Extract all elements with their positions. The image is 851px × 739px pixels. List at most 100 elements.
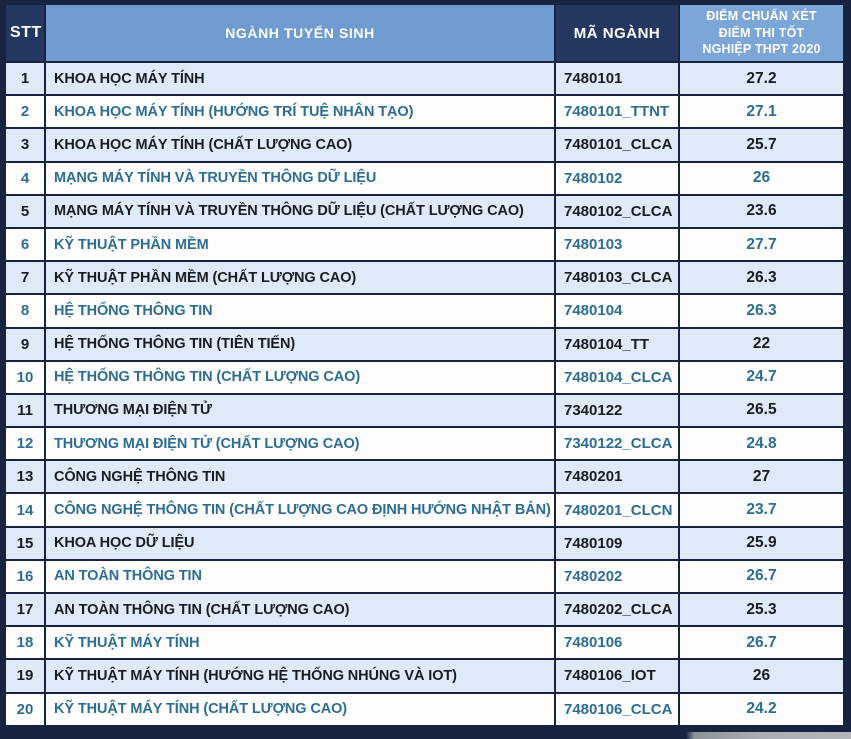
major-cell: CÔNG NGHỆ THÔNG TIN (44, 459, 556, 495)
major-cell: KỸ THUẬT MÁY TÍNH (44, 625, 556, 661)
code-cell: 7340122_CLCA (554, 426, 680, 462)
major-cell: KỸ THUẬT MÁY TÍNH (CHẤT LƯỢNG CAO) (44, 691, 556, 728)
table-row: 20 KỸ THUẬT MÁY TÍNH (CHẤT LƯỢNG CAO) 7480… (4, 691, 845, 728)
table: STT NGÀNH TUYỂN SINH MÃ NGÀNH ĐIỂM CHUẨN… (4, 3, 845, 728)
major-cell: MẠNG MÁY TÍNH VÀ TRUYỀN THÔNG DỮ LIỆU (C… (44, 193, 556, 229)
major-cell: HỆ THỐNG THÔNG TIN (44, 293, 556, 329)
photo-edge-artifact (0, 732, 851, 739)
major-cell: THƯƠNG MẠI ĐIỆN TỬ (44, 392, 556, 429)
stt-cell: 16 (4, 558, 46, 595)
score-cell: 23.7 (678, 492, 845, 528)
table-row: 11 THƯƠNG MẠI ĐIỆN TỬ 7340122 26.5 (4, 392, 845, 429)
code-cell: 7480104 (554, 293, 680, 329)
stt-cell: 17 (4, 591, 46, 628)
code-cell: 7340122 (554, 392, 680, 429)
code-cell: 7480106 (554, 625, 680, 661)
stt-cell: 18 (4, 625, 46, 661)
score-cell: 26 (678, 658, 845, 694)
stt-cell: 10 (4, 359, 46, 395)
score-cell: 22 (678, 326, 845, 362)
score-cell: 26.3 (678, 260, 845, 296)
score-cell: 27.7 (678, 226, 845, 263)
table-row: 3 KHOA HỌC MÁY TÍNH (CHẤT LƯỢNG CAO) 74801… (4, 127, 845, 163)
table-row: 2 KHOA HỌC MÁY TÍNH (HƯỚNG TRÍ TUỆ NHÂN T… (4, 94, 845, 130)
score-cell: 27.2 (678, 60, 845, 97)
stt-cell: 11 (4, 392, 46, 429)
table-row: 14 CÔNG NGHỆ THÔNG TIN (CHẤT LƯỢNG CAO ĐỊ… (4, 492, 845, 528)
stt-cell: 6 (4, 226, 46, 263)
major-cell: HỆ THỐNG THÔNG TIN (CHẤT LƯỢNG CAO) (44, 359, 556, 395)
table-row: 12 THƯƠNG MẠI ĐIỆN TỬ (CHẤT LƯỢNG CAO) 734… (4, 426, 845, 462)
stt-cell: 8 (4, 293, 46, 329)
table-row: 1 KHOA HỌC MÁY TÍNH 7480101 27.2 (4, 60, 845, 97)
table-header: STT NGÀNH TUYỂN SINH MÃ NGÀNH ĐIỂM CHUẨN… (4, 3, 845, 63)
major-cell: KỸ THUẬT PHẦN MỀM (CHẤT LƯỢNG CAO) (44, 260, 556, 296)
score-cell: 26.7 (678, 558, 845, 595)
code-cell: 7480109 (554, 525, 680, 561)
score-cell: 26 (678, 160, 845, 196)
code-cell: 7480201 (554, 459, 680, 495)
stt-cell: 1 (4, 60, 46, 97)
header-score: ĐIỂM CHUẨN XÉT ĐIỂM THI TỐT NGHIỆP THPT … (678, 3, 845, 63)
major-cell: THƯƠNG MẠI ĐIỆN TỬ (CHẤT LƯỢNG CAO) (44, 426, 556, 462)
stt-cell: 20 (4, 691, 46, 728)
code-cell: 7480101_TTNT (554, 94, 680, 130)
table-body: 1 KHOA HỌC MÁY TÍNH 7480101 27.2 2 KHOA HỌC M… (4, 60, 845, 728)
table-row: 6 KỸ THUẬT PHẦN MỀM 7480103 27.7 (4, 226, 845, 263)
table-row: 5 MẠNG MÁY TÍNH VÀ TRUYỀN THÔNG DỮ LIỆU (… (4, 193, 845, 229)
code-cell: 7480104_CLCA (554, 359, 680, 395)
stt-cell: 2 (4, 94, 46, 130)
code-cell: 7480106_CLCA (554, 691, 680, 728)
major-cell: HỆ THỐNG THÔNG TIN (TIÊN TIẾN) (44, 326, 556, 362)
header-code: MÃ NGÀNH (554, 3, 680, 63)
table-row: 16 AN TOÀN THÔNG TIN 7480202 26.7 (4, 558, 845, 595)
code-cell: 7480104_TT (554, 326, 680, 362)
major-cell: KỸ THUẬT MÁY TÍNH (HƯỚNG HỆ THỐNG NHÚNG … (44, 658, 556, 694)
code-cell: 7480101_CLCA (554, 127, 680, 163)
stt-cell: 4 (4, 160, 46, 196)
header-row: STT NGÀNH TUYỂN SINH MÃ NGÀNH ĐIỂM CHUẨN… (4, 3, 845, 63)
table-row: 15 KHOA HỌC DỮ LIỆU 7480109 25.9 (4, 525, 845, 561)
major-cell: MẠNG MÁY TÍNH VÀ TRUYỀN THÔNG DỮ LIỆU (44, 160, 556, 196)
score-cell: 24.2 (678, 691, 845, 728)
table-row: 13 CÔNG NGHỆ THÔNG TIN 7480201 27 (4, 459, 845, 495)
major-cell: KHOA HỌC MÁY TÍNH (CHẤT LƯỢNG CAO) (44, 127, 556, 163)
major-cell: KỸ THUẬT PHẦN MỀM (44, 226, 556, 263)
stt-cell: 3 (4, 127, 46, 163)
stt-cell: 14 (4, 492, 46, 528)
table-row: 4 MẠNG MÁY TÍNH VÀ TRUYỀN THÔNG DỮ LIỆU 74… (4, 160, 845, 196)
table-row: 10 HỆ THỐNG THÔNG TIN (CHẤT LƯỢNG CAO) 748… (4, 359, 845, 395)
major-cell: KHOA HỌC MÁY TÍNH (44, 60, 556, 97)
header-major: NGÀNH TUYỂN SINH (44, 3, 556, 63)
table-row: 8 HỆ THỐNG THÔNG TIN 7480104 26.3 (4, 293, 845, 329)
table-row: 17 AN TOÀN THÔNG TIN (CHẤT LƯỢNG CAO) 7480… (4, 591, 845, 628)
major-cell: KHOA HỌC DỮ LIỆU (44, 525, 556, 561)
score-cell: 26.3 (678, 293, 845, 329)
stt-cell: 7 (4, 260, 46, 296)
major-cell: CÔNG NGHỆ THÔNG TIN (CHẤT LƯỢNG CAO ĐỊNH… (44, 492, 556, 528)
score-cell: 27.1 (678, 94, 845, 130)
table-row: 19 KỸ THUẬT MÁY TÍNH (HƯỚNG HỆ THỐNG NHÚN… (4, 658, 845, 694)
code-cell: 7480202_CLCA (554, 591, 680, 628)
table-row: 9 HỆ THỐNG THÔNG TIN (TIÊN TIẾN) 7480104_T… (4, 326, 845, 362)
code-cell: 7480103_CLCA (554, 260, 680, 296)
code-cell: 7480201_CLCN (554, 492, 680, 528)
code-cell: 7480102 (554, 160, 680, 196)
major-cell: AN TOÀN THÔNG TIN (CHẤT LƯỢNG CAO) (44, 591, 556, 628)
score-cell: 26.5 (678, 392, 845, 429)
score-cell: 25.9 (678, 525, 845, 561)
code-cell: 7480106_IOT (554, 658, 680, 694)
stt-cell: 13 (4, 459, 46, 495)
score-cell: 23.6 (678, 193, 845, 229)
stt-cell: 5 (4, 193, 46, 229)
stt-cell: 19 (4, 658, 46, 694)
score-cell: 24.8 (678, 426, 845, 462)
stt-cell: 12 (4, 426, 46, 462)
code-cell: 7480202 (554, 558, 680, 595)
major-cell: KHOA HỌC MÁY TÍNH (HƯỚNG TRÍ TUỆ NHÂN TẠ… (44, 94, 556, 130)
major-cell: AN TOÀN THÔNG TIN (44, 558, 556, 595)
stt-cell: 9 (4, 326, 46, 362)
code-cell: 7480101 (554, 60, 680, 97)
